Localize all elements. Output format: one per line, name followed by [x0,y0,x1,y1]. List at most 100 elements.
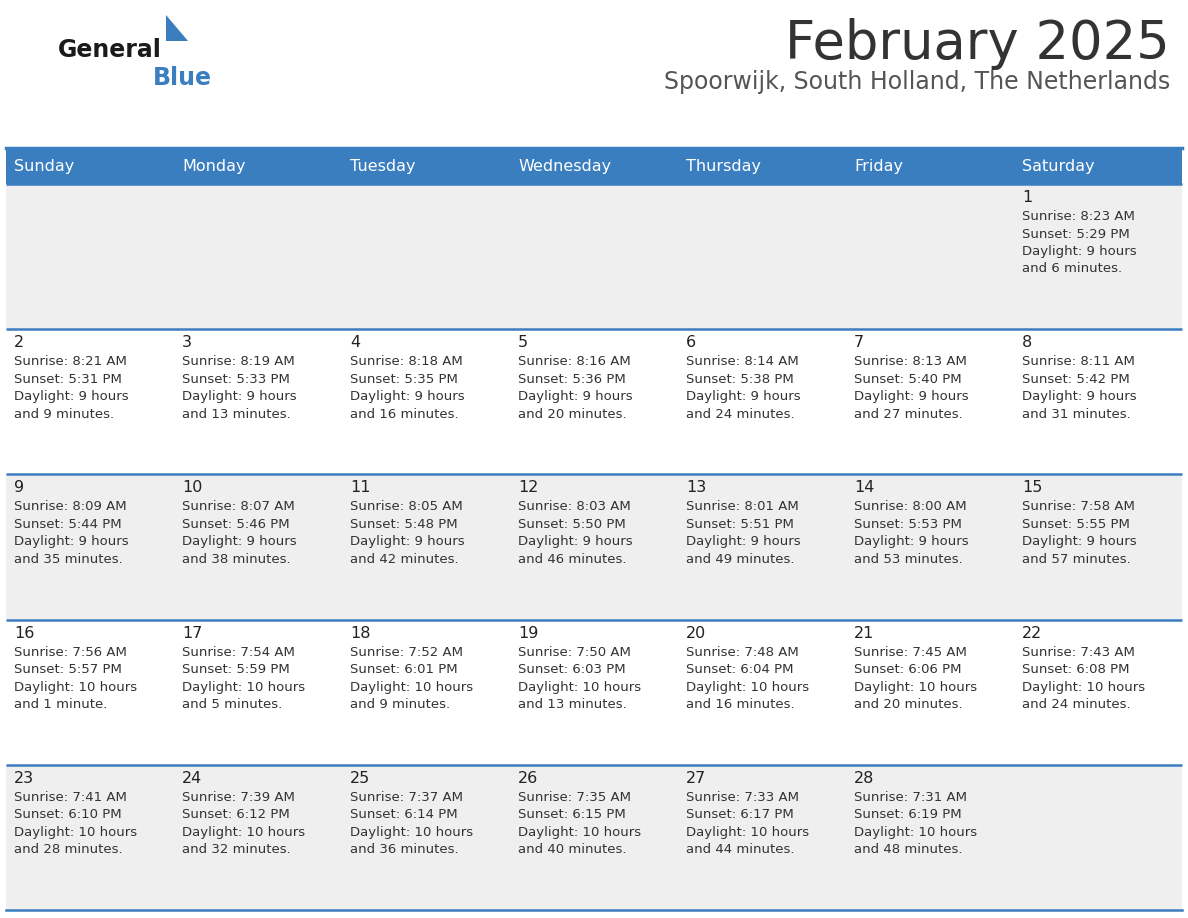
Text: 18: 18 [350,625,371,641]
Text: and 44 minutes.: and 44 minutes. [685,844,795,856]
Text: and 31 minutes.: and 31 minutes. [1022,408,1131,420]
Text: Thursday: Thursday [685,159,762,174]
Text: Saturday: Saturday [1022,159,1094,174]
Text: and 16 minutes.: and 16 minutes. [350,408,459,420]
Text: 11: 11 [350,480,371,496]
Text: and 6 minutes.: and 6 minutes. [1022,263,1123,275]
Text: and 49 minutes.: and 49 minutes. [685,553,795,565]
Bar [678,148,846,184]
Text: Daylight: 10 hours: Daylight: 10 hours [685,826,809,839]
Text: and 57 minutes.: and 57 minutes. [1022,553,1131,565]
Text: and 5 minutes.: and 5 minutes. [182,698,283,711]
Text: and 53 minutes.: and 53 minutes. [854,553,962,565]
Text: Sunset: 6:19 PM: Sunset: 6:19 PM [854,809,961,822]
Text: 8: 8 [1022,335,1032,350]
Bar [6,475,1182,620]
Text: 26: 26 [518,771,538,786]
Text: Daylight: 10 hours: Daylight: 10 hours [854,680,977,694]
Text: Sunset: 5:46 PM: Sunset: 5:46 PM [182,518,290,531]
Text: 3: 3 [182,335,192,350]
Text: Sunset: 5:50 PM: Sunset: 5:50 PM [518,518,626,531]
Text: and 38 minutes.: and 38 minutes. [182,553,291,565]
Bar [6,330,1182,475]
Text: and 9 minutes.: and 9 minutes. [14,408,114,420]
Text: 24: 24 [182,771,202,786]
Text: Sunrise: 7:52 AM: Sunrise: 7:52 AM [350,645,463,658]
Text: and 48 minutes.: and 48 minutes. [854,844,962,856]
Text: and 9 minutes.: and 9 minutes. [350,698,450,711]
Text: Daylight: 9 hours: Daylight: 9 hours [854,535,968,548]
Text: 4: 4 [350,335,360,350]
Text: Daylight: 9 hours: Daylight: 9 hours [350,535,465,548]
Text: Sunrise: 7:31 AM: Sunrise: 7:31 AM [854,790,967,804]
Text: 10: 10 [182,480,202,496]
Text: Sunset: 6:08 PM: Sunset: 6:08 PM [1022,663,1130,676]
Text: 19: 19 [518,625,538,641]
Text: and 35 minutes.: and 35 minutes. [14,553,122,565]
Text: 13: 13 [685,480,706,496]
Polygon shape [166,15,188,41]
Text: Sunrise: 8:09 AM: Sunrise: 8:09 AM [14,500,127,513]
Text: Sunrise: 8:05 AM: Sunrise: 8:05 AM [350,500,463,513]
Text: and 13 minutes.: and 13 minutes. [182,408,291,420]
Text: Daylight: 9 hours: Daylight: 9 hours [14,390,128,403]
Text: Sunrise: 8:18 AM: Sunrise: 8:18 AM [350,355,463,368]
Text: Sunset: 6:10 PM: Sunset: 6:10 PM [14,809,121,822]
Text: Daylight: 9 hours: Daylight: 9 hours [182,390,297,403]
Text: 7: 7 [854,335,864,350]
Text: and 28 minutes.: and 28 minutes. [14,844,122,856]
Text: Daylight: 10 hours: Daylight: 10 hours [182,826,305,839]
Text: 12: 12 [518,480,538,496]
Text: Daylight: 9 hours: Daylight: 9 hours [14,535,128,548]
Text: Sunset: 5:36 PM: Sunset: 5:36 PM [518,373,626,386]
Text: and 24 minutes.: and 24 minutes. [1022,698,1131,711]
Text: Sunset: 5:44 PM: Sunset: 5:44 PM [14,518,121,531]
Text: Sunrise: 7:56 AM: Sunrise: 7:56 AM [14,645,127,658]
Text: Sunrise: 7:37 AM: Sunrise: 7:37 AM [350,790,463,804]
Bar [173,148,342,184]
Text: Sunset: 5:53 PM: Sunset: 5:53 PM [854,518,962,531]
Text: Sunset: 6:04 PM: Sunset: 6:04 PM [685,663,794,676]
Bar [6,184,1182,330]
Text: Sunset: 5:40 PM: Sunset: 5:40 PM [854,373,961,386]
Text: 17: 17 [182,625,202,641]
Text: 20: 20 [685,625,706,641]
Text: Daylight: 9 hours: Daylight: 9 hours [854,390,968,403]
Bar [6,148,173,184]
Text: Sunset: 5:59 PM: Sunset: 5:59 PM [182,663,290,676]
Text: Sunset: 5:42 PM: Sunset: 5:42 PM [1022,373,1130,386]
Text: 23: 23 [14,771,34,786]
Text: Sunset: 6:03 PM: Sunset: 6:03 PM [518,663,626,676]
Text: and 27 minutes.: and 27 minutes. [854,408,962,420]
Text: General: General [58,38,162,62]
Text: Sunrise: 8:19 AM: Sunrise: 8:19 AM [182,355,295,368]
Text: and 20 minutes.: and 20 minutes. [518,408,626,420]
Text: Daylight: 9 hours: Daylight: 9 hours [350,390,465,403]
Text: Daylight: 10 hours: Daylight: 10 hours [518,826,642,839]
Text: and 42 minutes.: and 42 minutes. [350,553,459,565]
Text: Sunset: 6:15 PM: Sunset: 6:15 PM [518,809,626,822]
Text: Sunrise: 7:43 AM: Sunrise: 7:43 AM [1022,645,1135,658]
Text: Daylight: 10 hours: Daylight: 10 hours [182,680,305,694]
Text: Sunrise: 8:11 AM: Sunrise: 8:11 AM [1022,355,1135,368]
Text: and 36 minutes.: and 36 minutes. [350,844,459,856]
Text: Daylight: 10 hours: Daylight: 10 hours [685,680,809,694]
Text: Sunrise: 8:03 AM: Sunrise: 8:03 AM [518,500,631,513]
Text: Sunset: 5:35 PM: Sunset: 5:35 PM [350,373,457,386]
Text: 9: 9 [14,480,24,496]
Text: Daylight: 9 hours: Daylight: 9 hours [1022,535,1137,548]
Bar [6,765,1182,910]
Text: Sunset: 5:55 PM: Sunset: 5:55 PM [1022,518,1130,531]
Text: Daylight: 9 hours: Daylight: 9 hours [685,390,801,403]
Bar [6,620,1182,765]
Text: and 40 minutes.: and 40 minutes. [518,844,626,856]
Text: Sunset: 6:01 PM: Sunset: 6:01 PM [350,663,457,676]
Text: Sunday: Sunday [14,159,74,174]
Text: Tuesday: Tuesday [350,159,416,174]
Text: Sunrise: 7:48 AM: Sunrise: 7:48 AM [685,645,798,658]
Text: and 16 minutes.: and 16 minutes. [685,698,795,711]
Text: Daylight: 10 hours: Daylight: 10 hours [854,826,977,839]
Text: 6: 6 [685,335,696,350]
Text: Sunrise: 8:16 AM: Sunrise: 8:16 AM [518,355,631,368]
Text: 22: 22 [1022,625,1042,641]
